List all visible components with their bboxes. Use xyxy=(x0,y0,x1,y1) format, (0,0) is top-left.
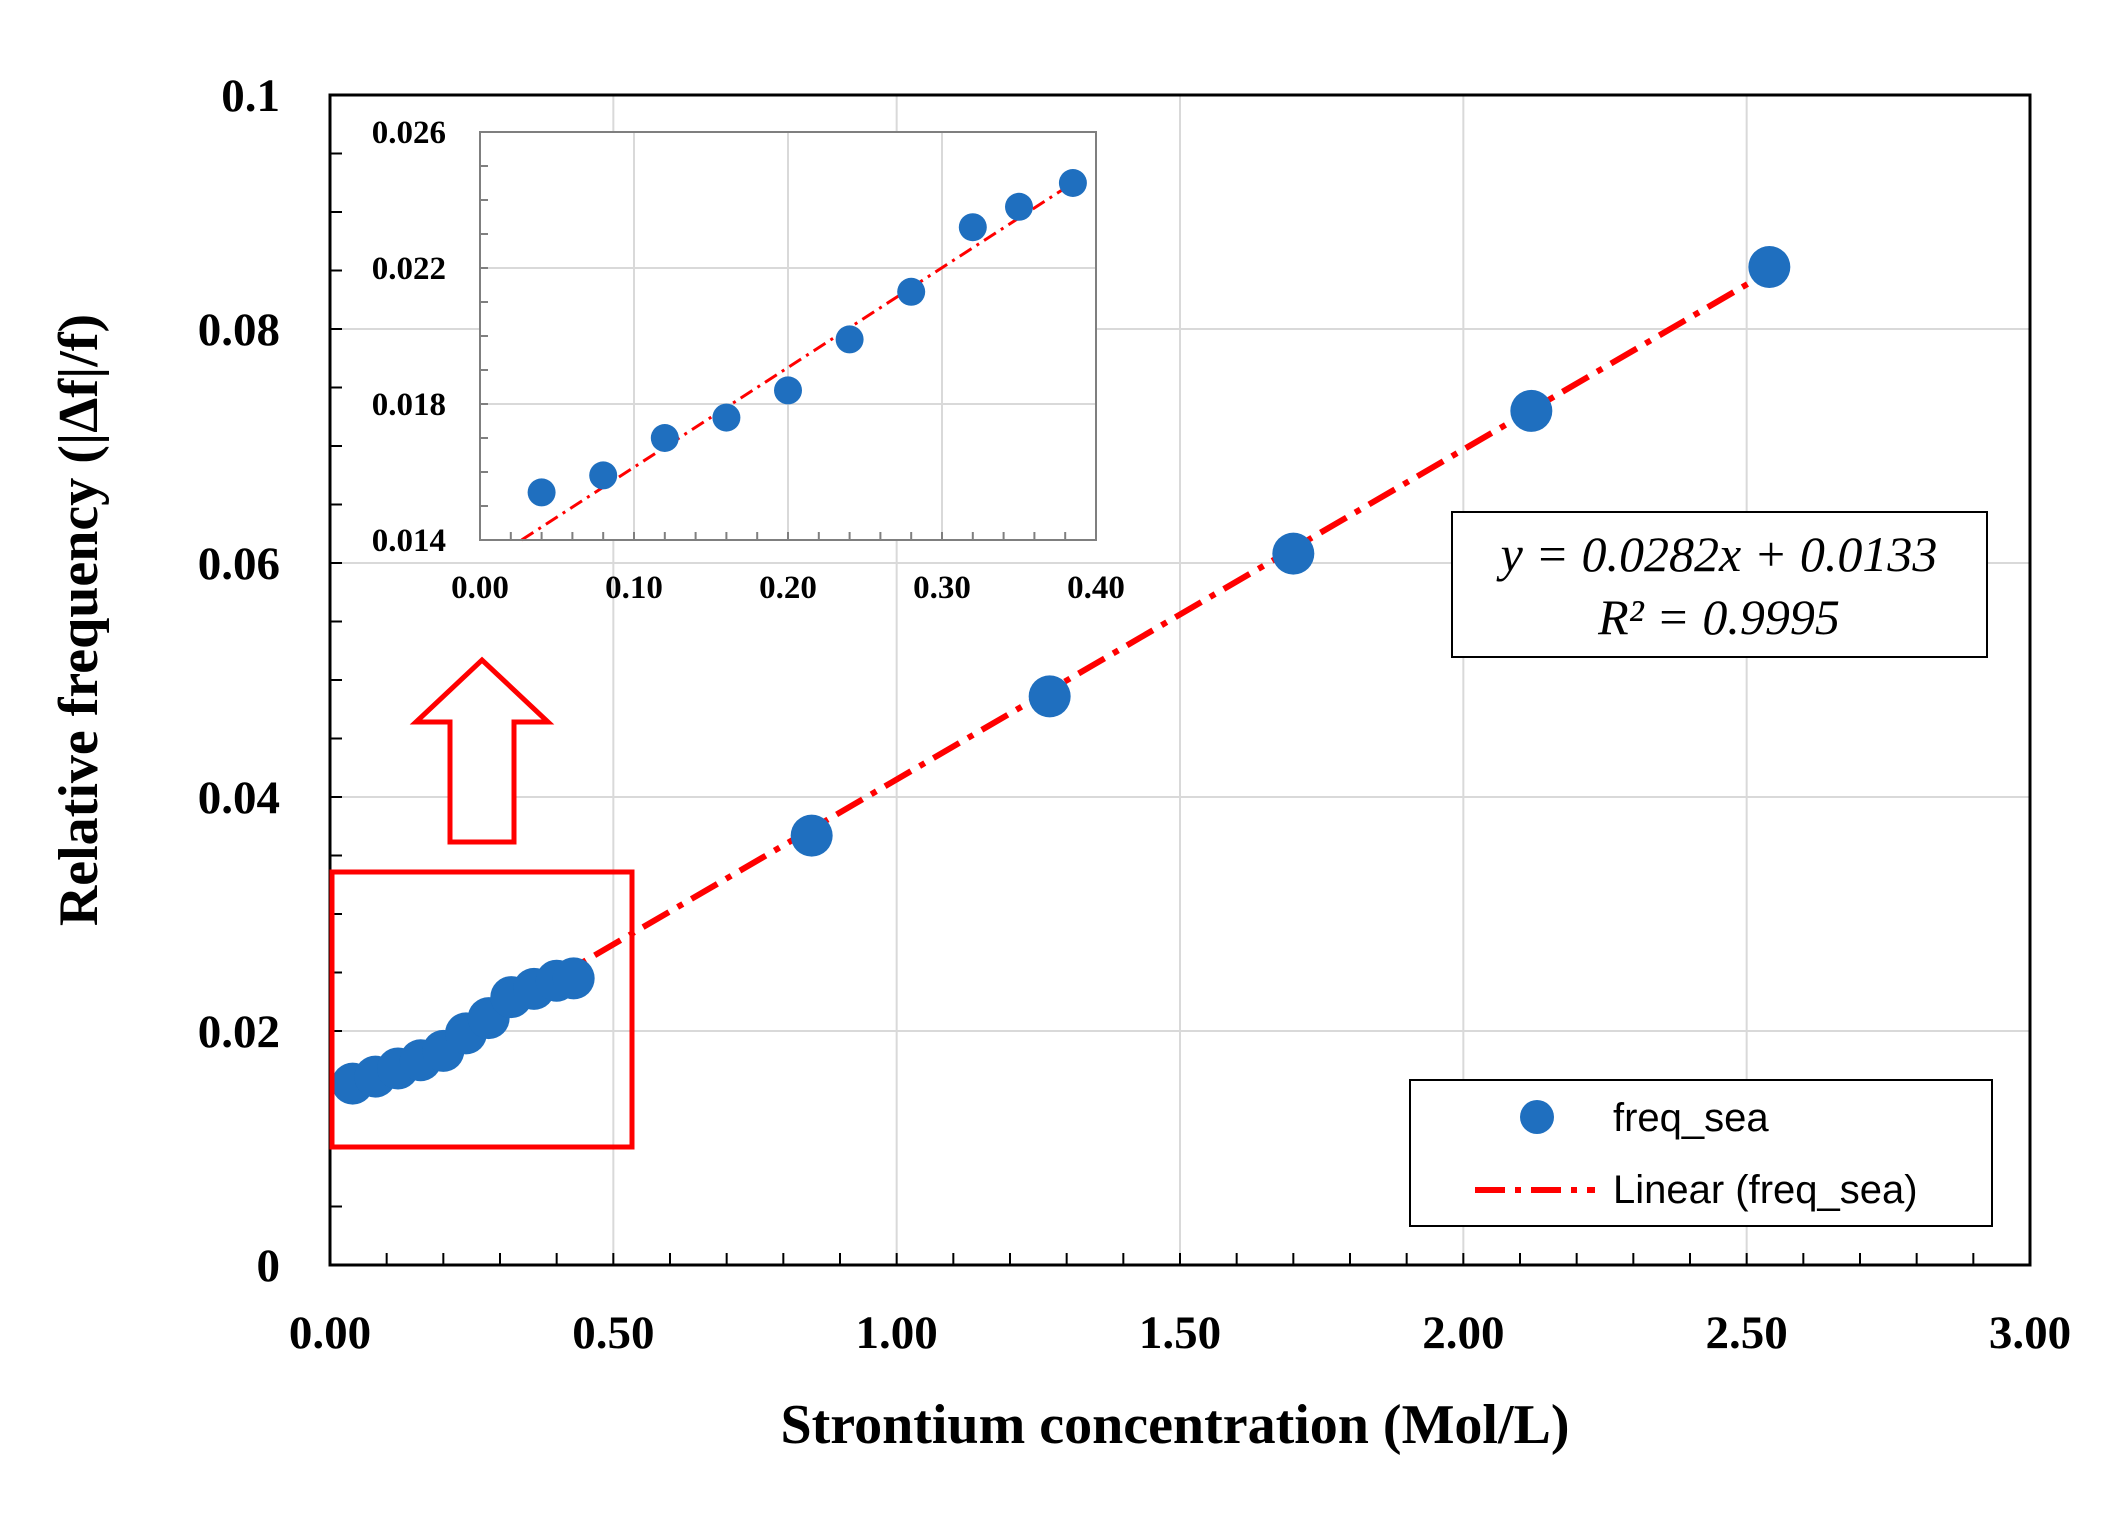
inset-y-tick-labels: 0.014 0.018 0.022 0.026 xyxy=(372,115,446,559)
inset-data-point xyxy=(774,376,802,405)
main-y-tick-label: 0.1 xyxy=(221,70,280,122)
main-data-point xyxy=(790,814,833,857)
inset-y-tick-label: 0.018 xyxy=(372,387,446,423)
main-y-tick-label: 0 xyxy=(257,1240,281,1292)
inset-points-layer xyxy=(527,169,1087,507)
inset-data-point xyxy=(589,461,618,490)
inset-data-point xyxy=(897,277,926,306)
r-squared: R² = 0.9995 xyxy=(1597,589,1840,645)
trendline-equation: y = 0.0282x + 0.0133 xyxy=(1496,526,1938,582)
y-axis-title: Relative frequency (|Δf|/f) xyxy=(48,314,110,926)
main-data-point xyxy=(1748,245,1791,288)
legend-line-label: Linear (freq_sea) xyxy=(1613,1168,1918,1212)
main-data-point xyxy=(1028,675,1071,718)
legend-marker-label: freq_sea xyxy=(1613,1096,1769,1140)
inset-x-tick-label: 0.30 xyxy=(913,570,971,606)
legend-box xyxy=(1409,1079,1993,1227)
inset-data-point xyxy=(958,213,987,242)
main-data-point xyxy=(1510,389,1553,432)
main-x-tick-label: 3.00 xyxy=(1989,1307,2071,1359)
main-x-tick-label: 1.00 xyxy=(856,1307,938,1359)
inset-x-tick-labels: 0.00 0.10 0.20 0.30 0.40 xyxy=(451,570,1125,606)
main-data-point xyxy=(552,957,595,1000)
inset-minor-ticks xyxy=(479,131,1097,541)
main-x-tick-label: 0.00 xyxy=(289,1307,371,1359)
inset-data-point xyxy=(835,325,864,354)
inset-data-point xyxy=(1005,192,1033,221)
inset-frame xyxy=(479,131,1097,541)
main-y-tick-labels: 0 0.02 0.04 0.06 0.08 0.1 xyxy=(198,70,280,1292)
inset-x-tick-label: 0.20 xyxy=(759,570,817,606)
main-y-tick-label: 0.08 xyxy=(198,304,280,356)
inset-data-point xyxy=(527,478,556,507)
main-x-tick-label: 1.50 xyxy=(1139,1307,1221,1359)
main-y-tick-label: 0.02 xyxy=(198,1006,280,1058)
main-x-tick-label: 2.50 xyxy=(1706,1307,1788,1359)
inset-x-tick-label: 0.10 xyxy=(605,570,663,606)
inset-y-tick-label: 0.026 xyxy=(372,115,446,151)
inset-data-point xyxy=(1058,169,1087,197)
plot-frame xyxy=(328,93,2032,1267)
main-x-tick-label: 2.00 xyxy=(1422,1307,1504,1359)
legend-marker-icon xyxy=(1520,1100,1554,1134)
inset-data-point xyxy=(650,424,679,452)
inset-y-tick-label: 0.022 xyxy=(372,251,446,287)
main-x-tick-labels: 0.00 0.50 1.00 1.50 2.00 2.50 3.00 xyxy=(289,1307,2071,1359)
inset-y-tick-label: 0.014 xyxy=(372,523,446,559)
inset-data-point xyxy=(712,403,741,432)
main-y-tick-label: 0.06 xyxy=(198,538,280,590)
main-y-tick-label: 0.04 xyxy=(198,772,280,824)
zoom-up-arrow xyxy=(409,656,555,845)
zoom-highlight-box xyxy=(329,869,635,1150)
inset-x-tick-label: 0.00 xyxy=(451,570,509,606)
inset-x-tick-label: 0.40 xyxy=(1067,570,1125,606)
x-axis-title: Strontium concentration (Mol/L) xyxy=(780,1394,1569,1456)
main-points-layer xyxy=(331,245,1791,1105)
equation-box xyxy=(1451,511,1988,658)
main-x-tick-label: 0.50 xyxy=(572,1307,654,1359)
main-data-point xyxy=(1272,532,1315,575)
